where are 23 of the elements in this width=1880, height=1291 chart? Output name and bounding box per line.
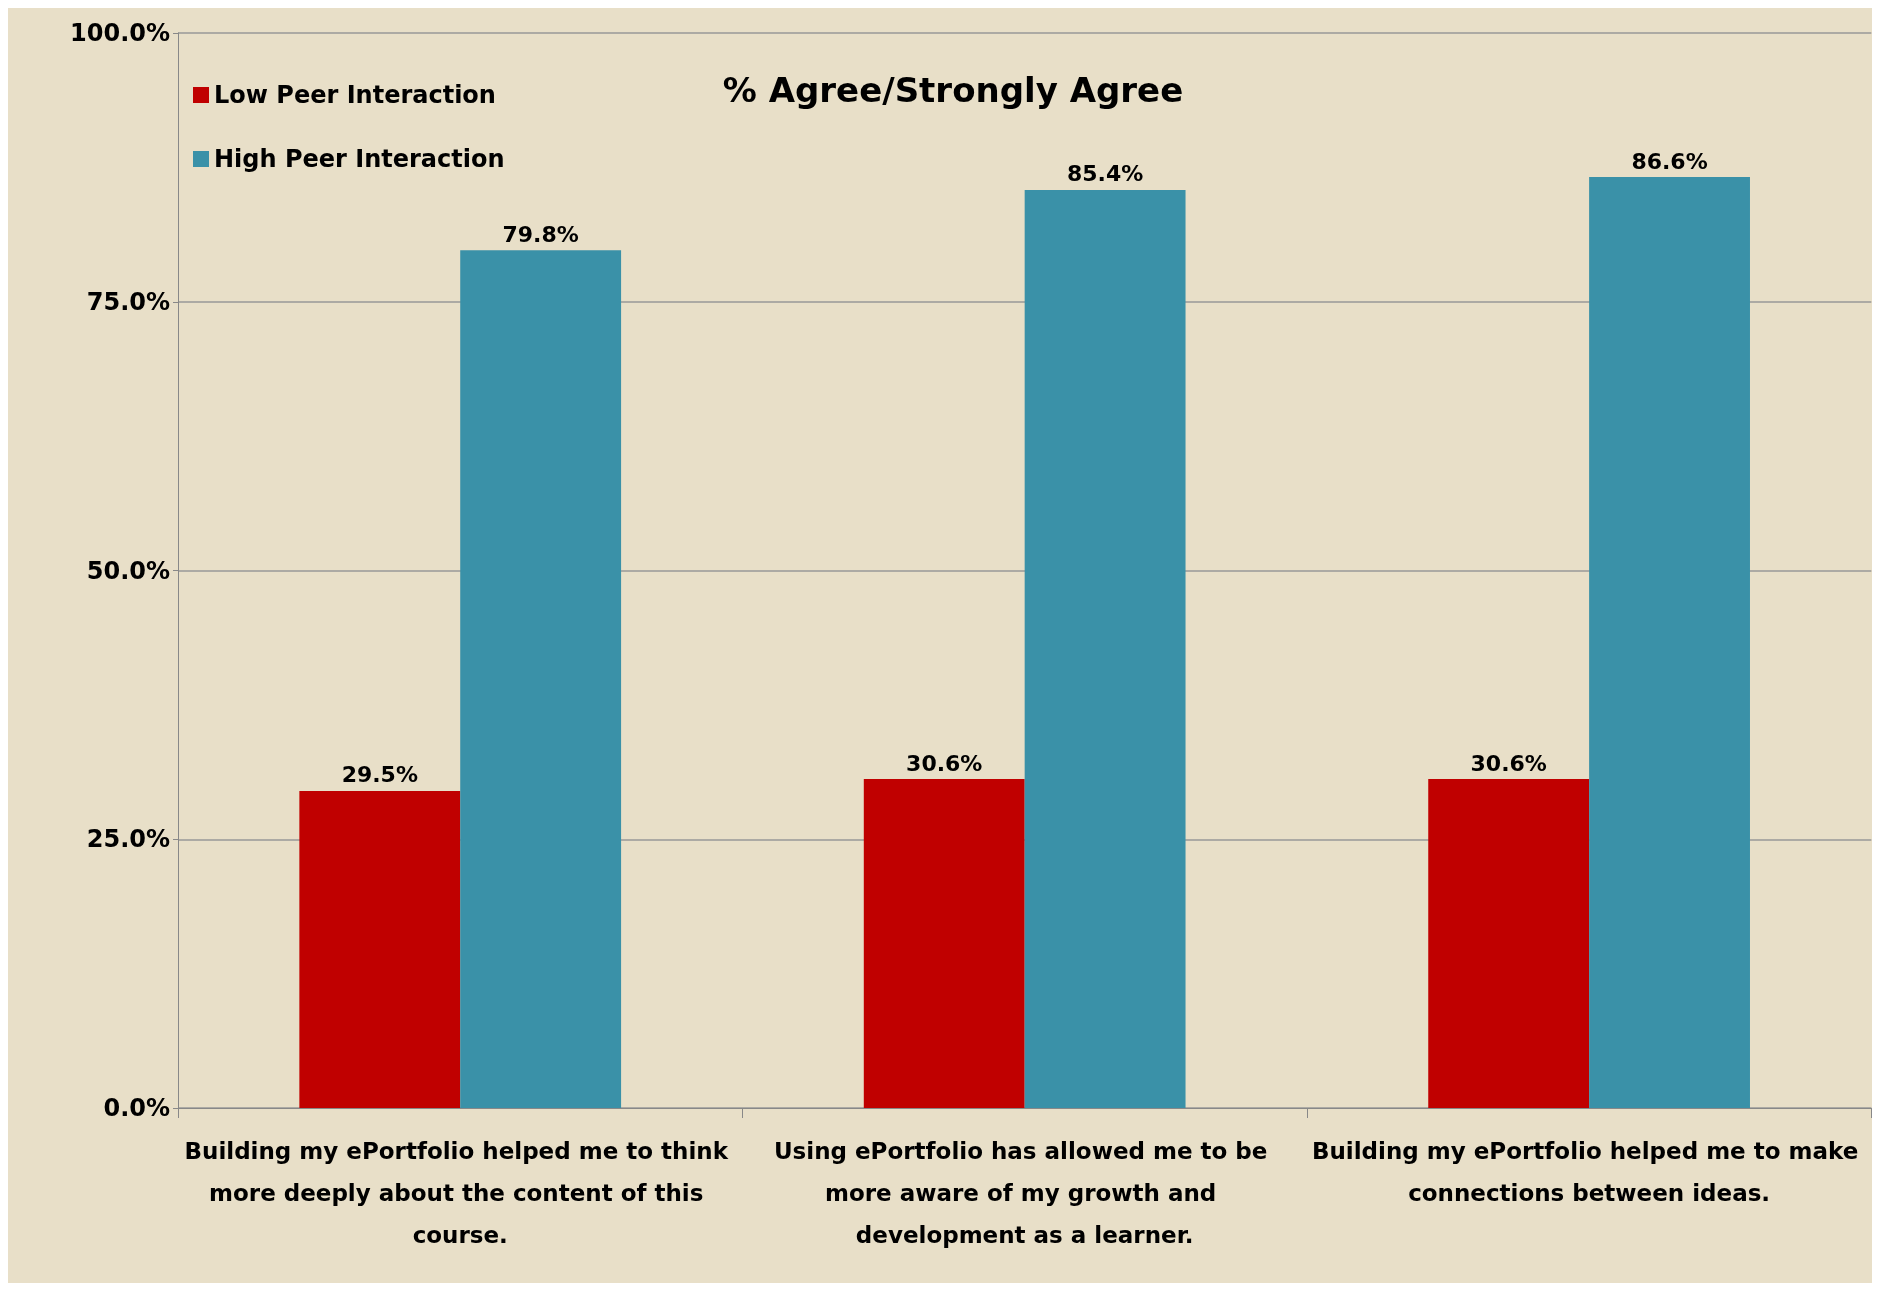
y-tick-label: 0.0%	[103, 1094, 170, 1122]
data-label: 86.6%	[1631, 148, 1708, 174]
data-label: 30.6%	[1470, 750, 1547, 776]
x-tick-label: Building my ePortfolio helped me to make connections between ideas.	[1311, 1138, 1867, 1206]
bar	[1589, 177, 1750, 1108]
x-tick-label: Using ePortfolio has allowed me to be more aware of my growth and development as a learner.	[773, 1138, 1276, 1248]
bar	[299, 790, 461, 1108]
data-label: 29.5%	[341, 762, 418, 788]
y-tick-label: 75.0%	[86, 287, 170, 316]
bar	[863, 779, 1025, 1108]
data-label: 79.8%	[502, 221, 579, 247]
y-tick-label: 50.0%	[86, 556, 170, 585]
text: % Agree/Strongly Agree	[722, 70, 1184, 110]
y-tick-label: 100.0%	[70, 19, 170, 47]
bar	[1428, 779, 1590, 1108]
legend-label: Low Peer Interaction	[214, 81, 496, 109]
bar	[1024, 189, 1186, 1108]
data-label: 30.6%	[906, 750, 983, 776]
data-label: 85.4%	[1066, 161, 1144, 187]
legend-label: High Peer Interaction	[214, 145, 505, 173]
bar	[460, 250, 622, 1108]
x-tick-label: Building my ePortfolio helped me to think more deeply about the content of this course.	[184, 1138, 736, 1248]
y-tick-label: 25.0%	[86, 825, 170, 854]
